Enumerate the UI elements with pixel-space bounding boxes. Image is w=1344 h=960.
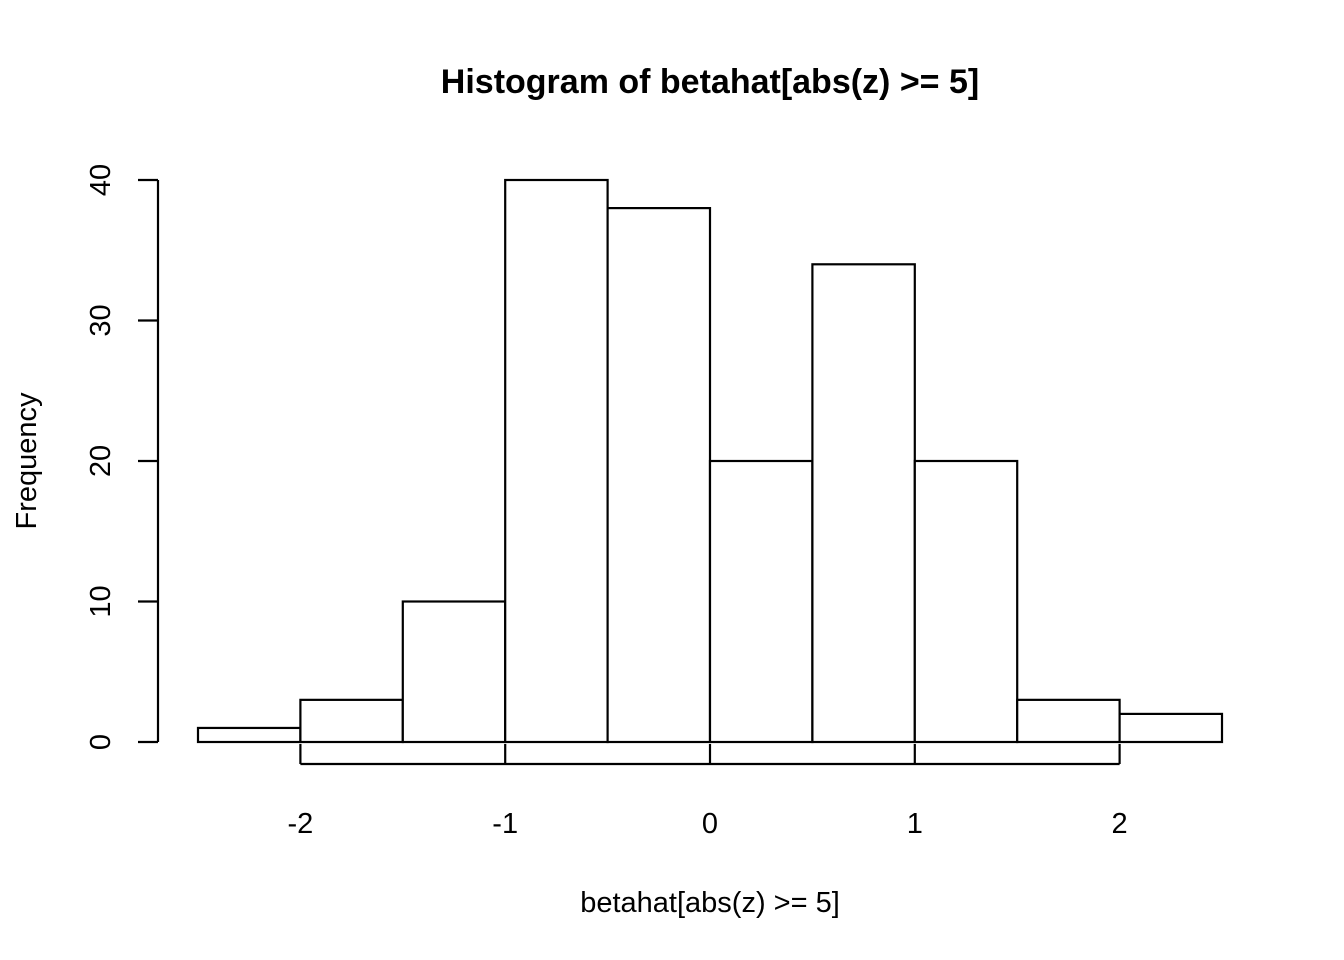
y-tick-label: 10 xyxy=(85,585,117,617)
x-tick-label: 1 xyxy=(907,808,923,840)
histogram-bar-9 xyxy=(1016,698,1121,744)
histogram-bar-5 xyxy=(606,207,712,744)
x-tick-label: -1 xyxy=(492,808,518,840)
x-axis: -2 -1 0 1 2 xyxy=(288,744,1128,840)
y-tick-label: 40 xyxy=(85,164,117,196)
y-axis-label: Frequency xyxy=(11,392,43,530)
x-tick-label: -2 xyxy=(288,808,314,840)
chart-title: Histogram of betahat[abs(z) >= 5] xyxy=(441,63,979,101)
histogram-bar-8 xyxy=(913,459,1019,744)
x-axis-label: betahat[abs(z) >= 5] xyxy=(580,887,840,919)
histogram-bar-2 xyxy=(299,698,404,744)
histogram-bar-7 xyxy=(811,263,916,744)
histogram-bar-4 xyxy=(504,178,609,744)
histogram-bar-1 xyxy=(196,726,302,744)
y-axis: 0 10 20 30 40 xyxy=(85,164,160,750)
histogram-bar-10 xyxy=(1118,712,1224,744)
y-tick-label: 30 xyxy=(85,304,117,336)
histogram-bar-6 xyxy=(708,459,814,744)
histogram-bar-3 xyxy=(401,600,507,744)
y-tick-label: 0 xyxy=(85,734,117,750)
y-tick-label: 20 xyxy=(85,445,117,477)
x-tick-label: 2 xyxy=(1112,808,1128,840)
x-tick-label: 0 xyxy=(702,808,718,840)
bars-group xyxy=(196,178,1224,744)
